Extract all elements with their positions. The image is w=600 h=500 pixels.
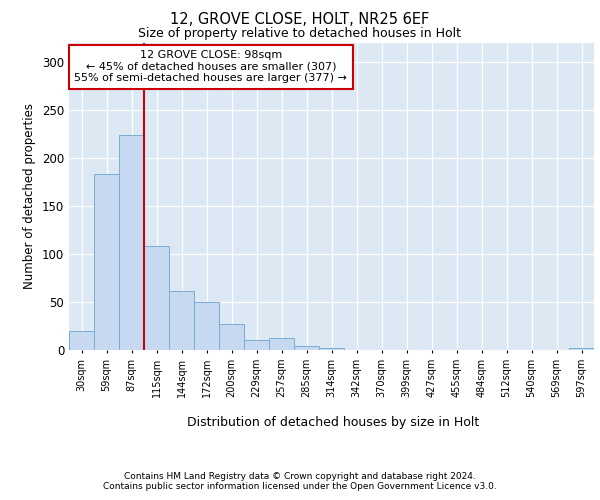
Y-axis label: Number of detached properties: Number of detached properties (23, 104, 37, 289)
Bar (144, 246, 169, 350)
Bar (69, 331, 94, 350)
Bar (94, 174, 119, 350)
Text: 12, GROVE CLOSE, HOLT, NR25 6EF: 12, GROVE CLOSE, HOLT, NR25 6EF (170, 12, 430, 28)
Text: Size of property relative to detached houses in Holt: Size of property relative to detached ho… (139, 28, 461, 40)
Bar (219, 324, 244, 350)
Bar (319, 348, 344, 350)
Bar (269, 338, 294, 350)
Bar (119, 134, 144, 350)
Bar (244, 340, 269, 350)
Text: Contains HM Land Registry data © Crown copyright and database right 2024.: Contains HM Land Registry data © Crown c… (124, 472, 476, 481)
Bar (294, 346, 319, 350)
Text: Distribution of detached houses by size in Holt: Distribution of detached houses by size … (187, 416, 479, 429)
Text: Contains public sector information licensed under the Open Government Licence v3: Contains public sector information licen… (103, 482, 497, 491)
Bar (194, 302, 219, 350)
Bar (169, 292, 194, 350)
Text: 12 GROVE CLOSE: 98sqm
← 45% of detached houses are smaller (307)
55% of semi-det: 12 GROVE CLOSE: 98sqm ← 45% of detached … (74, 50, 347, 84)
Bar (569, 348, 594, 350)
